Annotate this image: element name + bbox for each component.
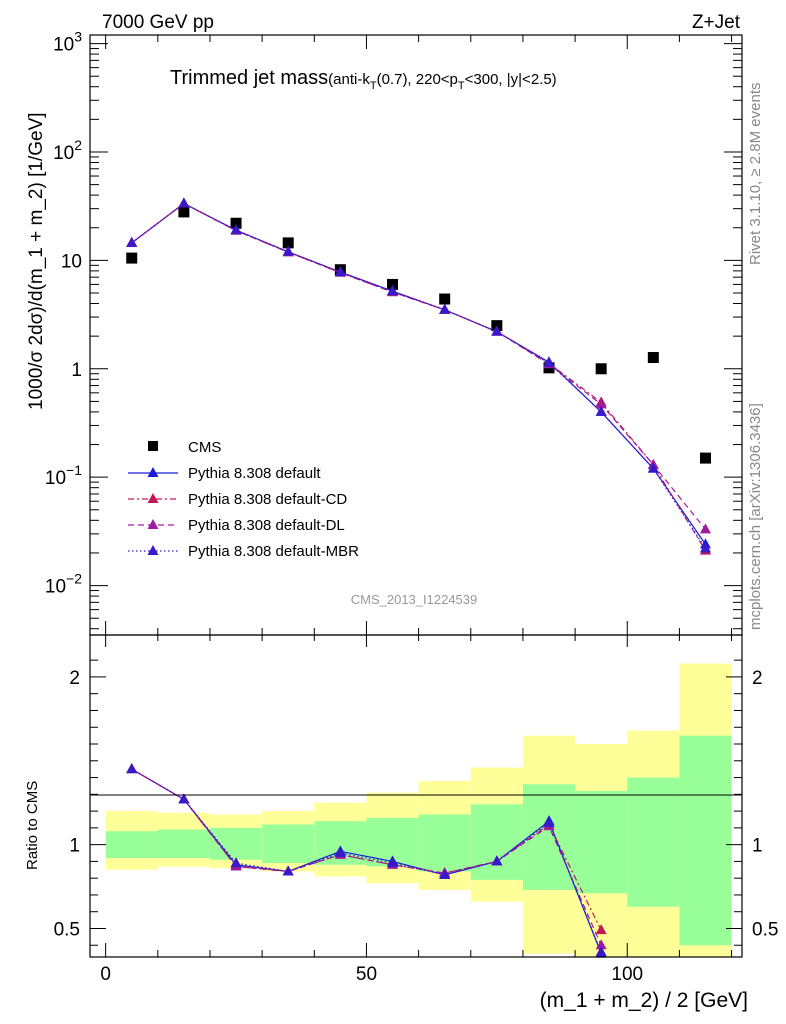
mcplots-info: mcplots.cern.ch [arXiv:1306.3436] bbox=[747, 403, 764, 630]
ratio-marker-mbr bbox=[178, 793, 190, 804]
series-marker-dl bbox=[595, 398, 607, 409]
y-tick-label: 103 bbox=[53, 29, 82, 56]
analysis-watermark: CMS_2013_I1224539 bbox=[351, 592, 478, 607]
cms-data-point bbox=[699, 452, 711, 464]
y-tick-label: 1 bbox=[71, 360, 82, 381]
ratio-marker-cd bbox=[595, 924, 607, 935]
series-marker-mbr bbox=[595, 405, 607, 416]
legend-marker-cd bbox=[147, 493, 159, 503]
series-marker-mbr bbox=[387, 285, 399, 296]
series-marker-mbr bbox=[439, 303, 451, 314]
series-marker-mbr bbox=[699, 542, 711, 553]
rivet-info: Rivet 3.1.10, ≥ 2.8M events bbox=[747, 83, 764, 266]
cms-data-point bbox=[647, 352, 659, 364]
series-marker-mbr bbox=[230, 224, 242, 235]
ratio-marker-mbr bbox=[387, 857, 399, 868]
band-inner-bin bbox=[470, 804, 523, 880]
legend-label-cms: CMS bbox=[188, 439, 221, 456]
band-inner-bin bbox=[575, 790, 628, 894]
series-line-mbr bbox=[131, 202, 706, 549]
cms-data-point bbox=[126, 252, 138, 264]
series-marker-mbr bbox=[282, 245, 294, 256]
ratio-line-dl bbox=[131, 768, 602, 946]
legend-marker-default bbox=[147, 467, 159, 477]
cms-data-point bbox=[387, 278, 399, 290]
cms-data-point bbox=[282, 237, 294, 249]
cms-data-point bbox=[230, 217, 242, 229]
series-marker-mbr bbox=[178, 197, 190, 208]
legend-label-default: Pythia 8.308 default bbox=[188, 465, 321, 482]
band-inner-bin bbox=[627, 777, 680, 907]
series-marker-mbr bbox=[334, 266, 346, 277]
ratio-marker-mbr bbox=[230, 857, 242, 868]
x-tick-label: 0 bbox=[100, 964, 111, 985]
band-inner-bin bbox=[522, 784, 576, 890]
cms-data-point bbox=[439, 293, 451, 305]
series-marker-dl bbox=[699, 523, 711, 534]
x-tick-label: 50 bbox=[356, 964, 377, 985]
ratio-y-axis-label: Ratio to CMS bbox=[24, 781, 41, 870]
x-tick-label: 100 bbox=[611, 964, 643, 985]
ratio-uncertainty-bands bbox=[105, 663, 732, 957]
plot-title: Trimmed jet mass(anti-kT(0.7), 220<pT<30… bbox=[170, 67, 557, 92]
y-tick-label: 10−2 bbox=[45, 571, 82, 598]
legend-entry-dl: Pythia 8.308 default-DL bbox=[128, 517, 345, 534]
main-panel-series bbox=[126, 197, 711, 555]
y-tick-label: 10−1 bbox=[45, 462, 82, 489]
ratio-panel-frame bbox=[89, 634, 743, 958]
band-inner-bin bbox=[418, 814, 471, 872]
header-left: 7000 GeV pp bbox=[102, 12, 214, 33]
header-right: Z+Jet bbox=[692, 12, 741, 33]
ratio-y-tick-label: 0.5 bbox=[54, 919, 80, 940]
legend-entry-cms: CMS bbox=[148, 439, 221, 456]
ratio-panel-series bbox=[126, 763, 607, 958]
y-axis-label: 1000/σ 2dσ)/d(m_1 + m_2) [1/GeV] bbox=[26, 112, 47, 410]
ratio-marker-dl bbox=[595, 939, 607, 950]
legend-marker-dl bbox=[147, 519, 159, 529]
series-marker-mbr bbox=[126, 236, 138, 247]
band-inner-bin bbox=[679, 735, 732, 946]
ratio-y-tick-label-right: 0.5 bbox=[752, 919, 778, 940]
x-axis-label: (m_1 + m_2) / 2 [GeV] bbox=[540, 989, 748, 1012]
legend-label-cd: Pythia 8.308 default-CD bbox=[188, 491, 347, 508]
ratio-marker-mbr bbox=[334, 847, 346, 858]
ratio-marker-mbr bbox=[439, 868, 451, 879]
cms-data-point bbox=[491, 320, 503, 332]
legend-label-dl: Pythia 8.308 default-DL bbox=[188, 517, 345, 534]
ratio-y-tick-label-right: 1 bbox=[752, 836, 763, 857]
series-line-dl bbox=[131, 202, 706, 530]
legend-entry-cd: Pythia 8.308 default-CD bbox=[128, 491, 347, 508]
legend-label-mbr: Pythia 8.308 default-MBR bbox=[188, 543, 359, 560]
band-inner-bin bbox=[157, 829, 210, 859]
ratio-y-tick-label: 2 bbox=[69, 668, 80, 689]
ratio-marker-mbr bbox=[595, 945, 607, 956]
cms-data-point bbox=[595, 363, 607, 375]
y-tick-label: 102 bbox=[53, 137, 82, 164]
ratio-y-tick-label-right: 2 bbox=[752, 668, 763, 689]
legend-marker-cms bbox=[148, 441, 158, 451]
series-marker-mbr bbox=[543, 357, 555, 368]
band-inner-bin bbox=[105, 831, 158, 859]
series-marker-mbr bbox=[647, 462, 659, 473]
cms-data-point bbox=[178, 206, 190, 218]
legend-marker-mbr bbox=[147, 545, 159, 555]
legend: CMS Pythia 8.308 default Pythia 8.308 de… bbox=[128, 439, 359, 560]
ratio-marker-mbr bbox=[491, 855, 503, 866]
ratio-marker-mbr bbox=[543, 816, 555, 827]
y-tick-label: 10 bbox=[61, 251, 82, 272]
ratio-y-tick-label: 1 bbox=[69, 836, 80, 857]
series-marker-mbr bbox=[491, 325, 503, 336]
band-inner-bin bbox=[262, 824, 315, 864]
legend-entry-mbr: Pythia 8.308 default-MBR bbox=[128, 543, 359, 560]
ratio-marker-mbr bbox=[126, 763, 138, 774]
ratio-line-mbr bbox=[131, 768, 602, 953]
ratio-marker-mbr bbox=[282, 865, 294, 876]
legend-entry-default: Pythia 8.308 default bbox=[128, 465, 321, 482]
